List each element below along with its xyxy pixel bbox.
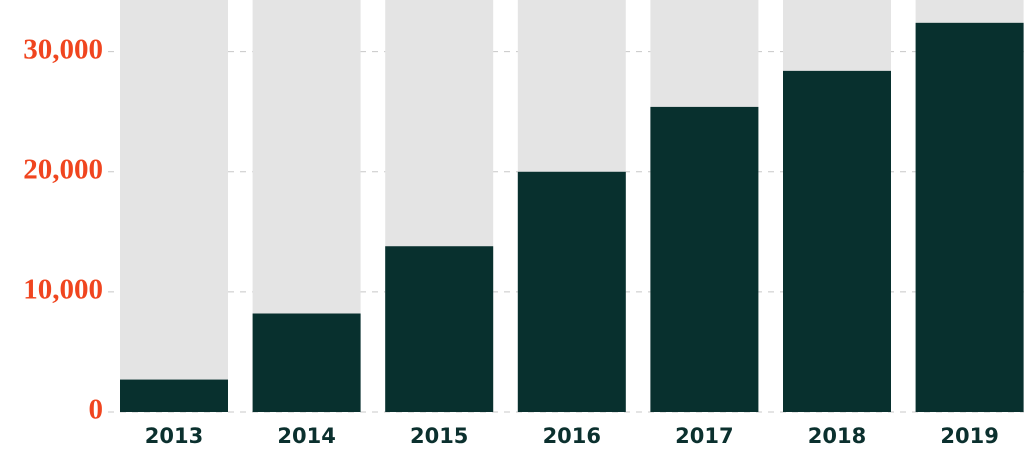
y-tick-label: 10,000 xyxy=(23,274,103,306)
y-tick-label: 0 xyxy=(89,394,104,426)
x-tick-label: 2013 xyxy=(145,424,203,448)
bar xyxy=(252,313,361,412)
bar xyxy=(385,246,494,412)
y-tick-label: 20,000 xyxy=(23,153,103,185)
x-tick-label: 2014 xyxy=(277,424,335,448)
x-tick-label: 2017 xyxy=(675,424,733,448)
x-tick-label: 2018 xyxy=(808,424,866,448)
x-tick-label: 2019 xyxy=(940,424,998,448)
bar-background xyxy=(120,0,228,412)
y-tick-label: 30,000 xyxy=(23,33,103,65)
bar xyxy=(650,106,759,412)
bar xyxy=(517,171,626,412)
x-tick-label: 2015 xyxy=(410,424,468,448)
bar xyxy=(120,379,228,412)
x-tick-label: 2016 xyxy=(543,424,601,448)
bar xyxy=(915,22,1024,413)
bar xyxy=(783,70,891,412)
